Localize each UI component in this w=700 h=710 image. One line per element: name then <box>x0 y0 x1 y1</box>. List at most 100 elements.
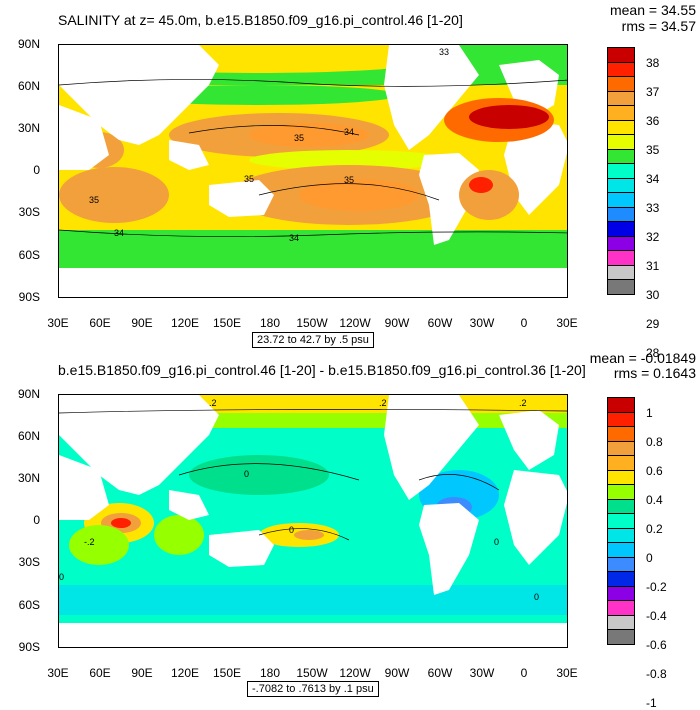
colorbar-label: 0.8 <box>646 434 663 449</box>
lat-label: 30N <box>17 121 40 135</box>
colorbar-swatch <box>607 498 635 514</box>
colorbar-swatch <box>607 513 635 529</box>
lon-label: 30E <box>47 666 69 680</box>
lon-label: 60W <box>427 666 453 680</box>
contour-label: 35 <box>294 133 304 143</box>
lat-label: 60N <box>17 79 40 93</box>
colorbar-swatch <box>607 76 635 92</box>
lon-label: 150W <box>296 666 328 680</box>
colorbar-swatch <box>607 163 635 179</box>
lon-label: 120W <box>339 316 371 330</box>
colorbar <box>607 47 635 295</box>
lat-label: 0 <box>33 513 40 527</box>
colorbar-label: 30 <box>646 287 660 302</box>
lon-label: 30W <box>469 316 495 330</box>
colorbar-swatch <box>607 556 635 572</box>
lon-label: 30W <box>469 666 495 680</box>
lat-label: 60S <box>18 248 40 262</box>
contour-label: 0 <box>494 537 499 547</box>
colorbar-label: 33 <box>646 200 660 215</box>
colorbar-swatch <box>607 411 635 427</box>
lon-label: 150E <box>212 666 242 680</box>
lon-label: 0 <box>520 316 528 330</box>
colorbar-label: 0.4 <box>646 492 663 507</box>
colorbar-label: 36 <box>646 113 660 128</box>
contour-label: 33 <box>439 47 449 57</box>
colorbar-label: -0.6 <box>646 637 667 652</box>
lat-label: 30S <box>18 555 40 569</box>
salinity-map: 33 35 34 35 35 35 34 34 <box>58 44 568 298</box>
colorbar-swatch <box>607 119 635 135</box>
lat-label: 30N <box>17 471 40 485</box>
lon-label: 180 <box>259 316 281 330</box>
contour-label: 0 <box>534 592 539 602</box>
colorbar-label: 0.2 <box>646 521 663 536</box>
colorbar-swatch <box>607 105 635 121</box>
colorbar-swatch <box>607 585 635 601</box>
colorbar-swatch <box>607 250 635 266</box>
colorbar-swatch <box>607 61 635 77</box>
colorbar-label: 29 <box>646 316 660 331</box>
contour-label: 34 <box>289 233 299 243</box>
lat-label: 90N <box>17 37 40 51</box>
colorbar-swatch <box>607 206 635 222</box>
colorbar-label: 35 <box>646 142 660 157</box>
contour-label: 0 <box>289 525 294 535</box>
colorbar-label: 1 <box>646 405 653 420</box>
colorbar-label: -0.8 <box>646 666 667 681</box>
lat-label: 30S <box>18 205 40 219</box>
colorbar <box>607 397 635 645</box>
difference-map: .2 .2 .2 0 0 0 -.2 0 0 <box>58 394 568 648</box>
salinity-field: 33 35 34 35 35 35 34 34 <box>59 45 567 297</box>
colorbar-label: 0 <box>646 550 653 565</box>
colorbar-swatch <box>607 148 635 164</box>
colorbar-label: 31 <box>646 258 660 273</box>
colorbar-swatch <box>607 527 635 543</box>
colorbar-label: 28 <box>646 345 660 360</box>
lon-label: 150W <box>296 316 328 330</box>
colorbar-swatch <box>607 455 635 471</box>
colorbar-swatch <box>607 235 635 251</box>
contour-label: 34 <box>114 228 124 238</box>
map-title: SALINITY at z= 45.0m, b.e15.B1850.f09_g1… <box>58 12 463 28</box>
lon-label: 30E <box>47 316 69 330</box>
colorbar-swatch <box>607 600 635 616</box>
colorbar-label: 37 <box>646 84 660 99</box>
colorbar-label: -0.4 <box>646 608 667 623</box>
contour-label: 35 <box>244 174 254 184</box>
lon-label: 180 <box>259 666 281 680</box>
colorbar-swatch <box>607 542 635 558</box>
lon-label: 60E <box>89 666 111 680</box>
contour-label: 35 <box>344 175 354 185</box>
lon-label: 60E <box>89 316 111 330</box>
lat-label: 90S <box>18 640 40 654</box>
colorbar-label: -1 <box>646 695 657 710</box>
colorbar-label: 34 <box>646 171 660 186</box>
lon-label: 60W <box>427 316 453 330</box>
lon-label: 90E <box>131 666 153 680</box>
colorbar-swatch <box>607 484 635 500</box>
lat-label: 0 <box>33 163 40 177</box>
rms-value: rms = 34.57 <box>621 18 696 34</box>
lon-label: 30E <box>556 316 578 330</box>
colorbar-swatch <box>607 440 635 456</box>
colorbar-label: -0.2 <box>646 579 667 594</box>
colorbar-swatch <box>607 426 635 442</box>
colorbar-swatch <box>607 134 635 150</box>
rms-value: rms = 0.1643 <box>613 365 696 381</box>
contour-label: .2 <box>519 398 527 408</box>
colorbar-swatch <box>607 469 635 485</box>
colorbar-label: 32 <box>646 229 660 244</box>
difference-field: .2 .2 .2 0 0 0 -.2 0 0 <box>59 395 567 647</box>
lon-label: 0 <box>520 666 528 680</box>
lat-label: 90S <box>18 290 40 304</box>
colorbar-swatch <box>607 279 635 295</box>
colorbar-swatch <box>607 397 635 413</box>
colorbar-label: 0.6 <box>646 463 663 478</box>
colorbar-label: 38 <box>646 55 660 70</box>
salinity-difference-panel: b.e15.B1850.f09_g16.pi_control.46 [1-20]… <box>0 350 700 710</box>
contour-label: 35 <box>89 195 99 205</box>
lat-label: 60N <box>17 429 40 443</box>
lon-label: 30E <box>556 666 578 680</box>
salinity-map-panel: SALINITY at z= 45.0m, b.e15.B1850.f09_g1… <box>0 0 700 360</box>
